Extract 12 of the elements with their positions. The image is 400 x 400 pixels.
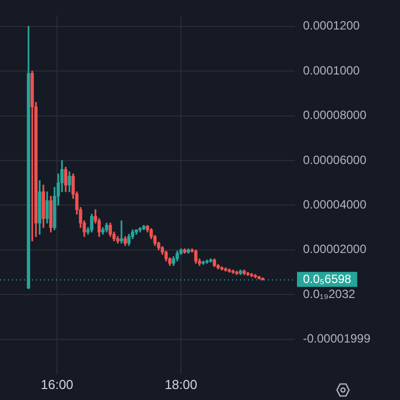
x-tick-label: 16:00 — [40, 376, 74, 392]
y-tick-label: 0.0001200 — [303, 18, 360, 33]
y-tick-label: -0.00001999 — [303, 332, 371, 346]
y-tick-label: 0.0001000 — [303, 63, 360, 78]
y-tick-label: 0.00008000 — [303, 108, 367, 122]
candlestick — [120, 220, 124, 244]
y-tick-label: 0.00002000 — [303, 242, 367, 256]
y-tick-label: 0.0₁₉2032 — [303, 286, 356, 301]
ref-line-label: 0.0₅6598 — [303, 272, 352, 286]
y-tick-label: 0.00004000 — [303, 198, 367, 212]
y-tick-label: 0.00006000 — [303, 152, 367, 167]
x-tick-label: 18:00 — [164, 376, 198, 392]
